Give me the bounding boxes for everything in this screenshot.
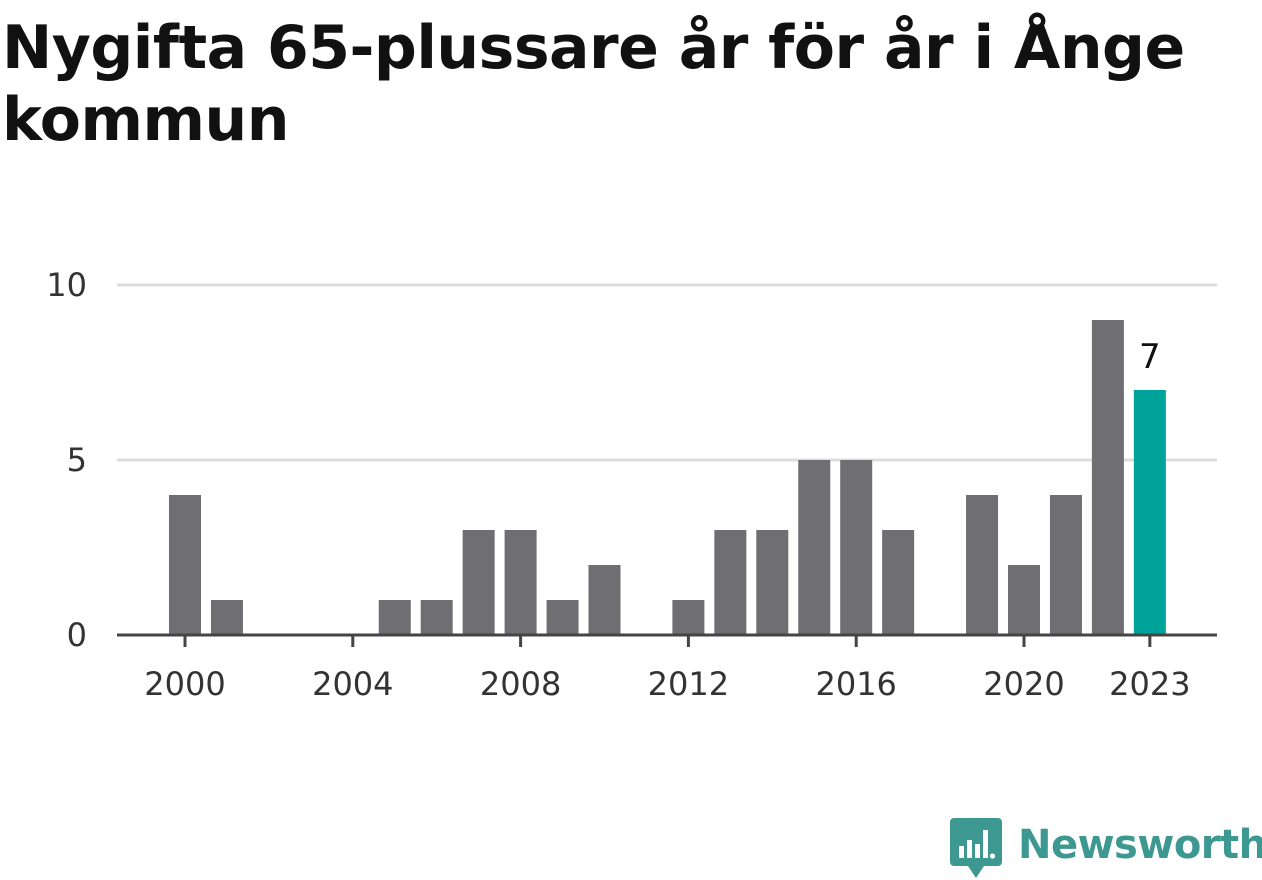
bar-2010 [588, 565, 621, 635]
bar-2020 [1008, 565, 1040, 635]
x-tick-label: 2008 [480, 665, 561, 703]
chart-title: Nygifta 65-plussare år för år i Ånge kom… [2, 13, 1185, 155]
y-tick-label: 10 [46, 266, 87, 304]
bar-2000 [169, 495, 201, 635]
bar-2001 [210, 600, 243, 635]
newsworthy-logo: Newsworthy [950, 818, 1262, 880]
y-tick-label: 0 [67, 616, 87, 654]
bar-2008 [504, 530, 537, 635]
x-tick-label: 2000 [144, 665, 225, 703]
bar-2017 [882, 530, 915, 635]
data-labels: 7 [1139, 337, 1161, 377]
bars [169, 320, 1166, 635]
x-tick-label: 2004 [312, 665, 393, 703]
bar-chart: 0 5 10 2000 2004 2008 2012 2016 2020 2023 7 [46, 266, 1217, 703]
y-axis-ticks: 0 5 10 [46, 266, 87, 654]
bar-2014 [756, 530, 789, 635]
bar-2015 [798, 460, 831, 635]
brand-name: Newsworthy [1018, 822, 1262, 868]
x-tick-label: 2023 [1109, 665, 1190, 703]
newsworthy-logo-icon [950, 818, 1002, 878]
bar-2013 [714, 530, 747, 635]
bar-2023 [1133, 390, 1166, 635]
bar-2021 [1049, 495, 1082, 635]
x-tick-label: 2012 [648, 665, 729, 703]
bar-2019 [966, 495, 999, 635]
bar-2006 [420, 600, 453, 635]
data-label-2023: 7 [1139, 337, 1161, 377]
x-tick-label: 2016 [815, 665, 896, 703]
bar-2016 [840, 460, 873, 635]
bar-2009 [546, 600, 579, 635]
bar-2005 [378, 600, 411, 635]
bar-2012 [672, 600, 705, 635]
x-tick-label: 2020 [983, 665, 1064, 703]
bar-2022 [1091, 320, 1124, 635]
x-axis-ticks: 2000 2004 2008 2012 2016 2020 2023 [144, 635, 1191, 703]
grid-lines [117, 283, 1217, 462]
bar-2007 [462, 530, 495, 635]
y-tick-label: 5 [67, 441, 87, 479]
